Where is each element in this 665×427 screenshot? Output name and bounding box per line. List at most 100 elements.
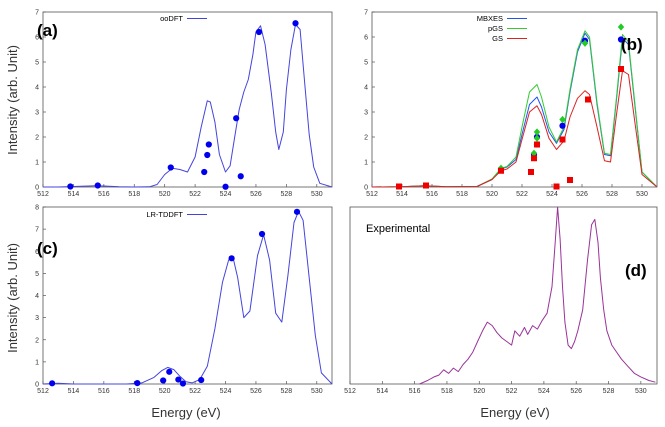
y-axis-title-bottom: Intensity (arb. Unit) <box>5 243 20 353</box>
y-tick-label: 2 <box>35 337 39 344</box>
x-axis-title-left: Energy (eV) <box>151 405 220 420</box>
legend-label-lr-tddft: LR-TDDFT <box>146 210 183 219</box>
y-tick-label: 1 <box>35 359 39 366</box>
y-tick-label: 6 <box>364 35 368 42</box>
x-tick-label: 514 <box>376 388 388 395</box>
data-point-circle <box>205 141 212 148</box>
panel-b-curves <box>371 30 658 188</box>
data-point-diamond <box>559 115 566 124</box>
y-tick-label: 6 <box>35 249 39 256</box>
x-tick-label: 518 <box>441 388 453 395</box>
legend-label-oodft: ooDFT <box>160 14 183 23</box>
data-point-diamond <box>533 134 541 142</box>
y-tick-label: 5 <box>35 60 39 67</box>
panel-b-markers <box>396 23 625 190</box>
x-tick-label: 522 <box>506 388 518 395</box>
y-tick-label: 7 <box>364 10 368 17</box>
x-tick-label: 530 <box>311 191 323 198</box>
data-point-square <box>498 167 504 174</box>
y-tick-label: 2 <box>364 135 368 142</box>
panel-b: 512 514 516 518 520 522 524 526 528 530 0 1 2 3 4 5 6 7 (… <box>364 10 658 198</box>
data-point-circle <box>134 380 141 387</box>
y-tick-label: 8 <box>35 205 39 212</box>
data-point-square <box>567 177 573 183</box>
y-tick-label: 5 <box>364 60 368 67</box>
data-point-circle <box>258 230 266 238</box>
x-axis-title-right: Energy (eV) <box>480 405 549 420</box>
data-point-circle <box>175 376 182 383</box>
data-point-diamond <box>530 149 538 157</box>
y-tick-label: 6 <box>35 35 39 42</box>
panel-c-markers <box>49 208 301 387</box>
panel-d-curves <box>419 206 656 385</box>
panel-b-legend: MBXES pGS GS <box>477 14 527 43</box>
x-tick-label: 522 <box>189 191 201 198</box>
x-tick-label: 522 <box>189 388 201 395</box>
series-line-experimental <box>419 206 656 385</box>
x-tick-label: 512 <box>37 191 49 198</box>
panel-a-legend: ooDFT <box>160 14 207 23</box>
x-tick-label: 512 <box>37 388 49 395</box>
x-tick-label: 530 <box>635 388 647 395</box>
x-tick-label: 514 <box>396 191 408 198</box>
y-axis-title-top: Intensity (arb. Unit) <box>5 45 20 155</box>
x-tick-label: 514 <box>68 388 80 395</box>
x-tick-label: 520 <box>473 388 485 395</box>
x-tick-label: 512 <box>366 191 378 198</box>
data-point-diamond <box>533 128 541 136</box>
data-point-circle <box>167 164 174 171</box>
panel-c-legend: LR-TDDFT <box>146 210 207 219</box>
data-point-circle <box>67 183 74 190</box>
x-tick-label: 516 <box>426 191 438 198</box>
data-point-circle <box>49 380 56 387</box>
data-point-square <box>423 182 429 189</box>
x-tick-label: 528 <box>281 388 293 395</box>
x-tick-label: 518 <box>128 191 140 198</box>
data-point-square <box>559 136 566 143</box>
panel-b-letter: (b) <box>621 35 643 54</box>
x-tick-label: 528 <box>606 191 618 198</box>
panel-d: 512 514 516 518 520 522 524 526 528 530 Experimen… <box>344 206 658 395</box>
x-tick-label: 516 <box>98 388 110 395</box>
data-point-circle <box>166 368 173 375</box>
y-tick-label: 0 <box>364 185 368 192</box>
data-point-circle <box>160 377 167 384</box>
x-tick-label: 528 <box>603 388 615 395</box>
panel-c-curves <box>42 210 333 385</box>
series-line-oodft <box>43 24 333 188</box>
x-tick-label: 524 <box>220 191 232 198</box>
series-line-lr-tddft <box>42 210 333 385</box>
data-point-circle <box>237 173 244 180</box>
data-point-diamond <box>617 23 625 31</box>
legend-label-pgs: pGS <box>488 24 503 33</box>
x-tick-label: 524 <box>220 388 232 395</box>
y-tick-label: 0 <box>35 185 39 192</box>
data-point-square <box>528 169 534 175</box>
data-point-circle <box>201 168 208 176</box>
y-tick-label: 3 <box>364 110 368 117</box>
x-tick-label: 526 <box>250 191 262 198</box>
panel-a-ticks: 512 514 516 518 520 522 524 526 528 530 0 1 2 3 4 5 6 7 <box>35 10 323 199</box>
data-point-square <box>534 141 540 148</box>
y-tick-label: 0 <box>35 382 39 389</box>
x-tick-label: 522 <box>516 191 528 198</box>
x-tick-label: 526 <box>570 388 582 395</box>
y-tick-label: 1 <box>364 160 368 167</box>
y-tick-label: 3 <box>35 110 39 117</box>
data-point-circle <box>204 151 211 159</box>
x-tick-label: 528 <box>281 191 293 198</box>
data-point-circle <box>559 122 566 129</box>
y-tick-label: 1 <box>35 160 39 167</box>
x-tick-label: 520 <box>159 191 171 198</box>
y-tick-label: 2 <box>35 135 39 142</box>
x-tick-label: 526 <box>250 388 262 395</box>
panel-a-frame <box>42 11 333 188</box>
x-tick-label: 512 <box>344 388 356 395</box>
x-tick-label: 526 <box>576 191 588 198</box>
data-point-square <box>618 66 624 72</box>
x-tick-label: 530 <box>311 388 323 395</box>
data-point-circle <box>255 28 263 36</box>
data-point-circle <box>198 376 205 384</box>
y-tick-label: 4 <box>35 85 39 92</box>
data-point-diamond <box>581 39 589 47</box>
